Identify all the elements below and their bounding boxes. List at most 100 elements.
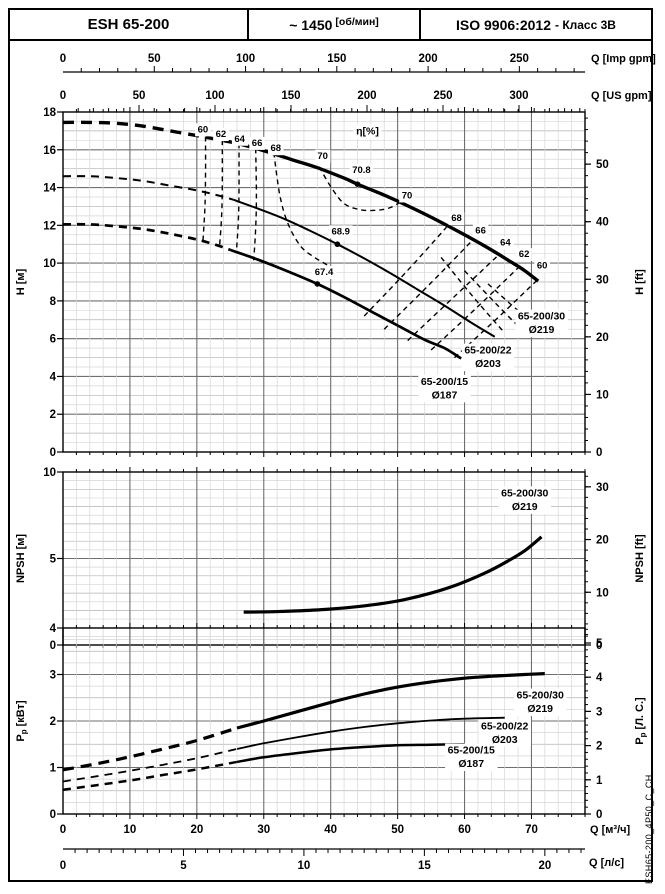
hq-plot-border (62, 111, 586, 453)
efficiency-contour (273, 152, 328, 266)
efficiency-label-box (268, 142, 284, 156)
efficiency-contour (235, 143, 240, 253)
y-right-tick-label: 10 (596, 587, 609, 599)
y-tick-label: 12 (43, 220, 56, 232)
efficiency-contour (463, 270, 528, 336)
efficiency-axis-title: η[%] (353, 124, 382, 139)
curve-65-200/15 (229, 248, 462, 360)
m3h-tick-label: 0 (60, 824, 66, 836)
imp-gpm-tick-label: 250 (510, 53, 529, 65)
y-tick-label: 14 (43, 183, 56, 195)
y-right-tick-label: 3 (596, 706, 602, 718)
imp-gpm-tick-label: 50 (148, 53, 161, 65)
efficiency-contour (430, 265, 521, 351)
curve-name-label-text: 65-200/15 (421, 376, 468, 388)
curve-65-200/22-lowflow (62, 748, 238, 783)
curve-name-label-text: Ø219 (512, 501, 538, 513)
efficiency-label: 64 (497, 236, 514, 250)
us-gpm-tick-label: 150 (281, 90, 300, 102)
efficiency-label-box (328, 225, 353, 239)
y-right-tick-label: 1 (596, 775, 603, 787)
efficiency-label-box (249, 136, 265, 150)
efficiency-axis-title-box (353, 124, 382, 139)
y-tick-label: 3 (50, 670, 56, 682)
m3h-tick-label: 40 (324, 824, 337, 836)
y-right-tick-label: 10 (596, 389, 609, 401)
ls-tick-label: 20 (538, 860, 551, 872)
curve-name-label-text: Ø219 (527, 703, 553, 715)
efficiency-contour (218, 140, 224, 247)
efficiency-label: 67.4 (312, 265, 337, 279)
curve-name-label-text: 65-200/22 (481, 720, 528, 732)
pump-model: ESH 65-200 (87, 16, 170, 33)
curve-name-label-box (445, 743, 498, 772)
efficiency-label-box (349, 163, 374, 177)
efficiency-label: 68 (448, 212, 465, 226)
y-right-tick-label: 20 (596, 332, 609, 344)
efficiency-label-box (399, 189, 415, 203)
efficiency-contour (318, 166, 403, 212)
pump-speed-unit: [об/мин] (335, 15, 379, 28)
curve-name-label-text: Ø187 (432, 389, 458, 401)
efficiency-label-box (195, 123, 211, 137)
npsh-chart (62, 471, 586, 646)
m3h-tick-label: 60 (458, 824, 471, 836)
curve-65-200/15 (236, 743, 465, 764)
y-tick-label: 4 (50, 623, 57, 635)
curve-name-label-box (514, 688, 567, 717)
curve-65-200/22 (236, 716, 505, 750)
y-right-tick-label: 5 (596, 638, 603, 650)
y-tick-label: 6 (50, 334, 56, 346)
ls-axis-title: Q [л/с] (589, 857, 624, 869)
y-tick-label: 0 (50, 447, 56, 459)
efficiency-label-box (534, 259, 550, 273)
efficiency-label-text: 62 (519, 249, 530, 260)
efficiency-label: 66 (472, 224, 489, 238)
y-right-tick-label: 4 (596, 672, 603, 684)
m3h-axis-title: Q [м³/ч] (590, 824, 631, 836)
efficiency-label-text: 60 (198, 124, 209, 135)
efficiency-label: 68.9 (328, 225, 353, 239)
efficiency-contour (440, 256, 506, 334)
efficiency-label-text: 66 (475, 225, 486, 236)
efficiency-label-box (516, 247, 532, 261)
curve-name-label: 65-200/22 Ø203 (478, 719, 531, 747)
efficiency-label: 70 (399, 189, 415, 203)
efficiency-label-box (497, 236, 514, 250)
curve-name-label-box (498, 486, 552, 514)
y-right-tick-label: 30 (596, 274, 609, 286)
efficiency-label-box (312, 265, 337, 279)
y-right-tick-label: 2 (596, 741, 602, 753)
efficiency-label: 60 (195, 123, 211, 137)
y-tick-label: 10 (43, 258, 56, 270)
y-axis-title-left: H [м] (15, 268, 27, 295)
efficiency-label-text: 68.9 (331, 226, 350, 237)
curve-name-label-text: 65-200/15 (448, 745, 495, 757)
efficiency-label-text: 68 (451, 213, 462, 224)
ls-tick-label: 15 (418, 860, 431, 872)
header-standard-cell: ISO 9906:2012 - Класс 3В (419, 10, 651, 39)
efficiency-label-box (472, 224, 489, 238)
ls-tick-label: 5 (180, 860, 187, 872)
curve-65-200/30-lowflow (62, 726, 238, 772)
header-model-cell: ESH 65-200 (10, 10, 247, 39)
m3h-tick-label: 70 (525, 824, 538, 836)
y-axis-title-right: NPSH [ft] (634, 534, 646, 583)
y-right-tick-label: 0 (596, 640, 602, 652)
efficiency-label: 62 (213, 128, 229, 142)
m3h-tick-label: 50 (391, 824, 404, 836)
efficiency-label: 70.8 (349, 163, 374, 177)
curve-65-200/22 (233, 198, 496, 338)
curve-65-200/15-lowflow (62, 222, 231, 252)
hq-chart (62, 111, 586, 453)
efficiency-label-text: 64 (500, 238, 511, 249)
us-gpm-tick-label: 200 (357, 90, 376, 102)
efficiency-label-text: 70 (317, 151, 328, 162)
efficiency-label: 62 (516, 247, 532, 261)
y-right-tick-label: 20 (596, 535, 609, 547)
header-speed-cell: ~ 1450 [об/мин] (247, 10, 419, 39)
m3h-tick-label: 10 (124, 824, 137, 836)
us-gpm-tick-label: 0 (60, 90, 66, 102)
curve-65-200/30 (236, 141, 540, 283)
